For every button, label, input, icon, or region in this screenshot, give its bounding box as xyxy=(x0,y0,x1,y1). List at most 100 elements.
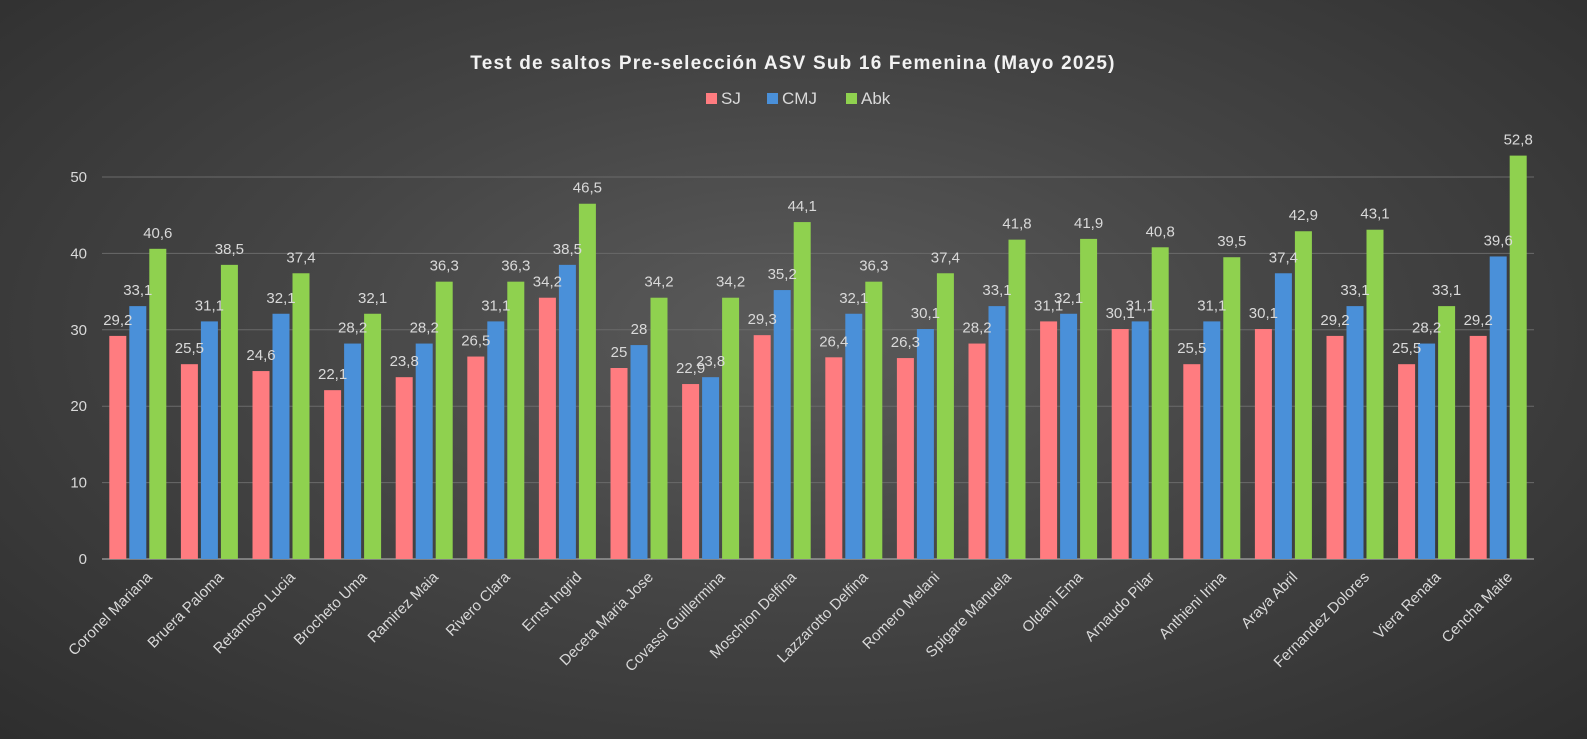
bar-sj xyxy=(825,357,843,559)
bar-abk xyxy=(1294,231,1312,559)
bar-cmj xyxy=(630,345,648,559)
bar-sj xyxy=(1398,364,1416,559)
bar-cmj xyxy=(1131,321,1149,559)
bar-abk xyxy=(507,281,525,559)
y-tick-label: 50 xyxy=(70,169,87,186)
data-label-cmj: 23,8 xyxy=(696,353,725,370)
data-label-cmj: 28,2 xyxy=(1412,320,1441,337)
x-category-label: Araya Abril xyxy=(1238,569,1301,632)
data-label-cmj: 31,1 xyxy=(1197,297,1226,314)
bar-sj xyxy=(324,390,342,559)
data-label-abk: 40,6 xyxy=(143,225,172,242)
bar-cmj xyxy=(1346,306,1364,559)
data-label-cmj: 33,1 xyxy=(982,282,1011,299)
legend-swatch-abk xyxy=(846,93,857,104)
data-label-abk: 40,8 xyxy=(1146,223,1175,240)
bar-cmj xyxy=(200,321,218,559)
data-label-abk: 44,1 xyxy=(788,198,817,215)
bar-abk xyxy=(1008,239,1026,559)
y-tick-label: 0 xyxy=(79,551,87,568)
legend-label-cmj: CMJ xyxy=(782,89,817,108)
x-category-label: Arnaudo Pilar xyxy=(1082,569,1158,645)
bar-abk xyxy=(1223,257,1241,559)
x-category-label: Coronel Mariana xyxy=(65,568,156,659)
data-label-sj: 31,1 xyxy=(1034,297,1063,314)
bar-abk xyxy=(650,297,668,559)
data-label-cmj: 31,1 xyxy=(481,297,510,314)
bar-sj xyxy=(252,371,270,559)
bar-abk xyxy=(220,264,238,559)
data-label-abk: 38,5 xyxy=(215,241,244,258)
data-label-abk: 36,3 xyxy=(430,258,459,275)
data-label-abk: 43,1 xyxy=(1360,206,1389,223)
bar-sj xyxy=(1040,321,1058,559)
data-label-cmj: 28 xyxy=(631,321,648,338)
bar-abk xyxy=(1438,306,1456,559)
bar-cmj xyxy=(1203,321,1221,559)
chart-title: Test de saltos Pre-selección ASV Sub 16 … xyxy=(470,53,1115,74)
data-label-cmj: 35,2 xyxy=(768,266,797,283)
data-label-sj: 24,6 xyxy=(246,347,275,364)
bar-cmj xyxy=(845,313,863,559)
bar-sj xyxy=(109,335,127,559)
bar-sj xyxy=(682,384,700,559)
data-label-abk: 34,2 xyxy=(716,274,745,291)
bar-abk xyxy=(865,281,883,559)
bar-sj xyxy=(753,335,771,559)
bar-sj xyxy=(467,356,485,559)
bar-sj xyxy=(896,358,914,559)
data-label-sj: 26,5 xyxy=(461,333,490,350)
data-label-cmj: 31,1 xyxy=(1126,297,1155,314)
data-label-abk: 41,9 xyxy=(1074,215,1103,232)
data-label-sj: 23,8 xyxy=(390,353,419,370)
bar-sj xyxy=(968,343,986,559)
bar-sj xyxy=(180,364,198,559)
bar-cmj xyxy=(487,321,505,559)
x-category-label: Brocheto Uma xyxy=(291,568,371,648)
bar-sj xyxy=(1469,335,1487,559)
bar-cmj xyxy=(916,329,934,559)
bar-sj xyxy=(1111,329,1129,559)
bars xyxy=(109,155,1527,560)
data-label-sj: 30,1 xyxy=(1106,305,1135,322)
legend: SJ CMJ Abk xyxy=(706,89,891,108)
bar-sj xyxy=(1326,335,1344,559)
bar-abk xyxy=(1151,247,1169,559)
x-category-label: Viera Renata xyxy=(1371,568,1445,642)
bar-abk xyxy=(793,222,811,560)
legend-swatch-cmj xyxy=(767,93,778,104)
data-label-sj: 22,1 xyxy=(318,366,347,383)
data-label-cmj: 30,1 xyxy=(911,305,940,322)
data-label-abk: 36,3 xyxy=(859,258,888,275)
bar-sj xyxy=(1183,364,1201,559)
data-label-sj: 28,2 xyxy=(962,320,991,337)
data-label-sj: 26,3 xyxy=(891,334,920,351)
data-label-cmj: 33,1 xyxy=(123,282,152,299)
data-label-sj: 26,4 xyxy=(819,333,848,350)
data-label-abk: 36,3 xyxy=(501,258,530,275)
data-label-sj: 25,5 xyxy=(1177,340,1206,357)
legend-label-abk: Abk xyxy=(861,89,891,108)
y-tick-label: 20 xyxy=(70,398,87,415)
bar-abk xyxy=(1366,229,1384,559)
data-labels: 29,2 33,1 40,6 25,5 31,1 38,5 24,6 32,1 37,4 22,1… xyxy=(103,132,1533,384)
data-label-sj: 25,5 xyxy=(1392,340,1421,357)
bar-abk xyxy=(936,273,954,559)
bar-cmj xyxy=(702,377,720,559)
data-label-sj: 29,2 xyxy=(103,312,132,329)
bar-cmj xyxy=(415,343,433,559)
data-label-sj: 34,2 xyxy=(533,274,562,291)
x-category-label: Rivero Clara xyxy=(443,568,514,639)
data-label-abk: 32,1 xyxy=(358,290,387,307)
bar-cmj xyxy=(272,313,290,559)
bar-cmj xyxy=(1274,273,1292,559)
bar-sj xyxy=(538,297,556,559)
bar-cmj xyxy=(129,306,147,559)
bar-abk xyxy=(722,297,740,559)
data-label-abk: 37,4 xyxy=(286,249,315,266)
bar-cmj xyxy=(1489,256,1507,559)
x-category-label: Ramirez Maia xyxy=(365,568,443,646)
